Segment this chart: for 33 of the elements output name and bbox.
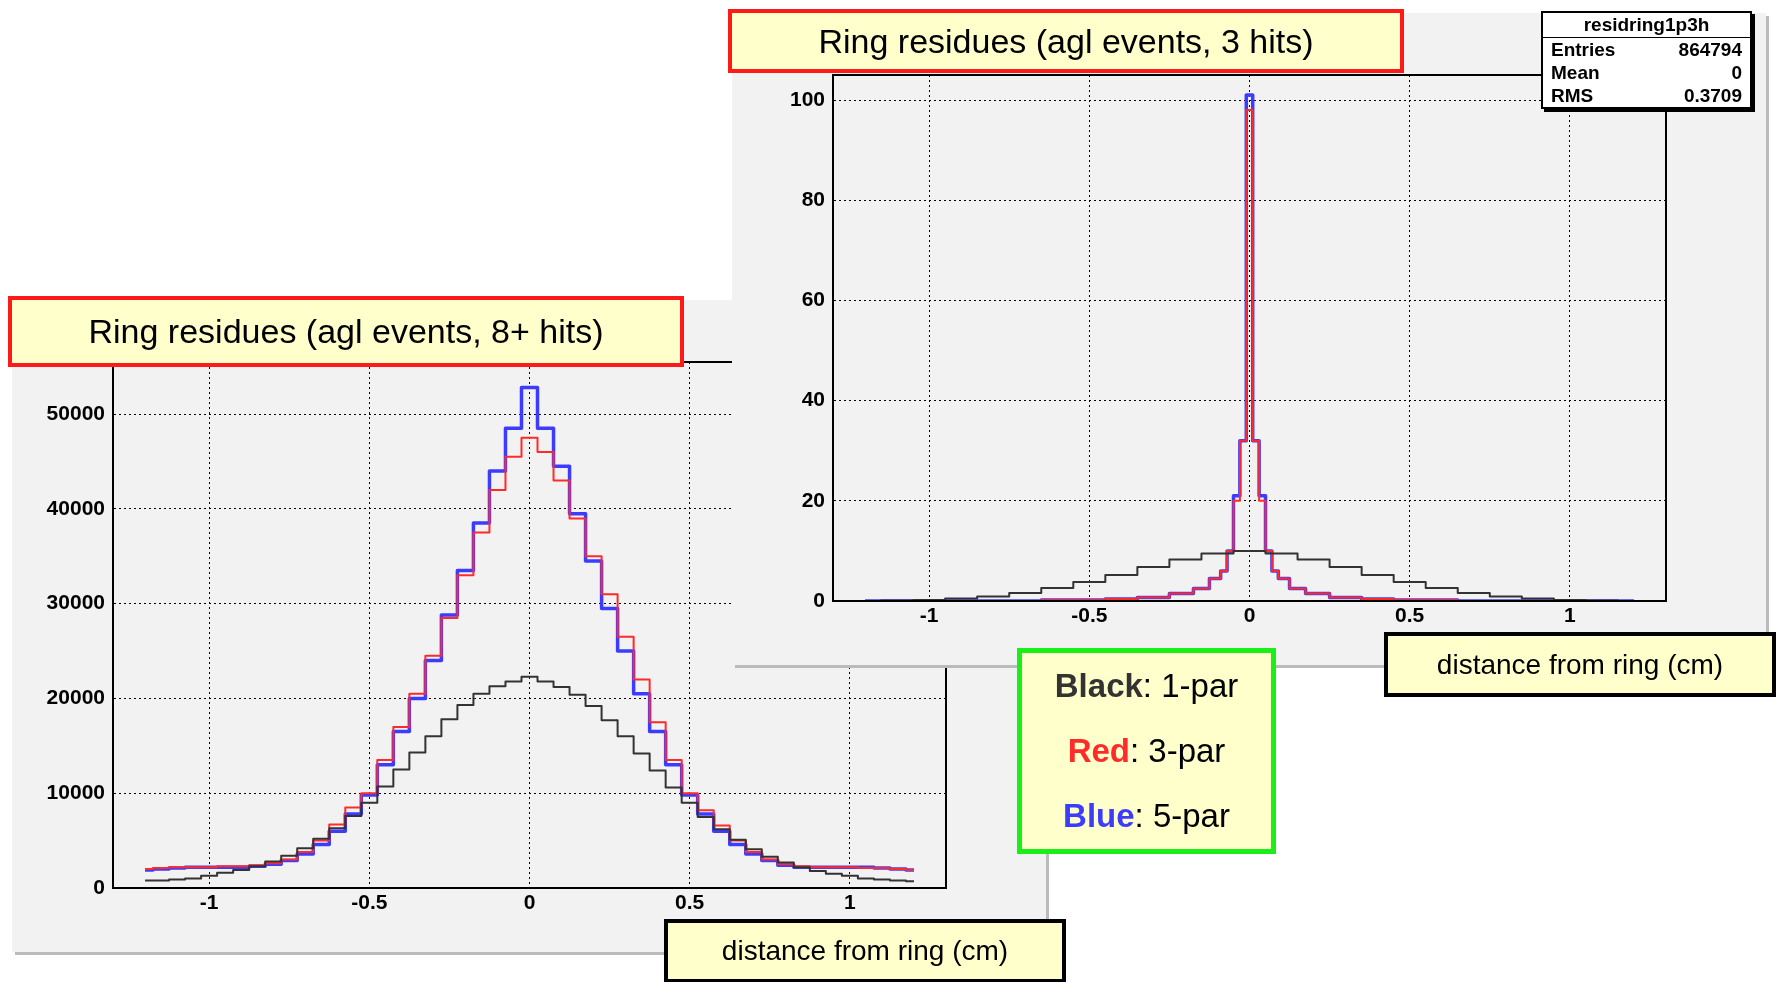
- chart-title: Ring residues (agl events, 3 hits): [818, 21, 1314, 61]
- y-tick-label: 60: [801, 287, 825, 311]
- x-tick-label: 1: [844, 890, 857, 914]
- x-tick-label: 0: [1243, 603, 1256, 627]
- x-tick-label: -0.5: [1071, 603, 1108, 627]
- x-tick-label: 1: [1564, 603, 1577, 627]
- y-tick-label: 0: [93, 874, 105, 898]
- y-tick-label: 100: [789, 86, 825, 110]
- y-tick-label: 40: [801, 387, 825, 411]
- text: Blue: 5-par: [1063, 797, 1230, 835]
- x-tick-label: -1: [919, 603, 939, 627]
- y-tick-label: 20000: [46, 685, 105, 709]
- y-tick-label: 80: [801, 187, 825, 211]
- y-tick-label: 10000: [46, 780, 105, 804]
- text: RMS 0.3709: [1551, 85, 1742, 106]
- text: Mean 0: [1551, 62, 1742, 83]
- y-tick-label: 50000: [46, 400, 105, 424]
- text: Entries 864794: [1551, 39, 1742, 60]
- y-tick-label: 0: [813, 587, 825, 611]
- y-tick-label: 20: [801, 487, 825, 511]
- x-axis-title: distance from ring (cm): [664, 919, 1066, 982]
- x-tick-label: 0: [523, 890, 536, 914]
- y-tick-label: 30000: [46, 590, 105, 614]
- text: Red: 3-par: [1067, 731, 1226, 769]
- x-tick-label: -1: [199, 890, 219, 914]
- chart-title: Ring residues (agl events, 8+ hits): [88, 312, 604, 351]
- x-tick-label: 0.5: [675, 890, 705, 914]
- x-axis-title: distance from ring (cm): [1384, 632, 1776, 697]
- x-tick-label: 0.5: [1395, 603, 1425, 627]
- x-tick-label: -0.5: [351, 890, 388, 914]
- text: Black: 1-par: [1054, 666, 1239, 704]
- text: residring1p3h: [1543, 13, 1750, 38]
- y-tick-label: 40000: [46, 495, 105, 519]
